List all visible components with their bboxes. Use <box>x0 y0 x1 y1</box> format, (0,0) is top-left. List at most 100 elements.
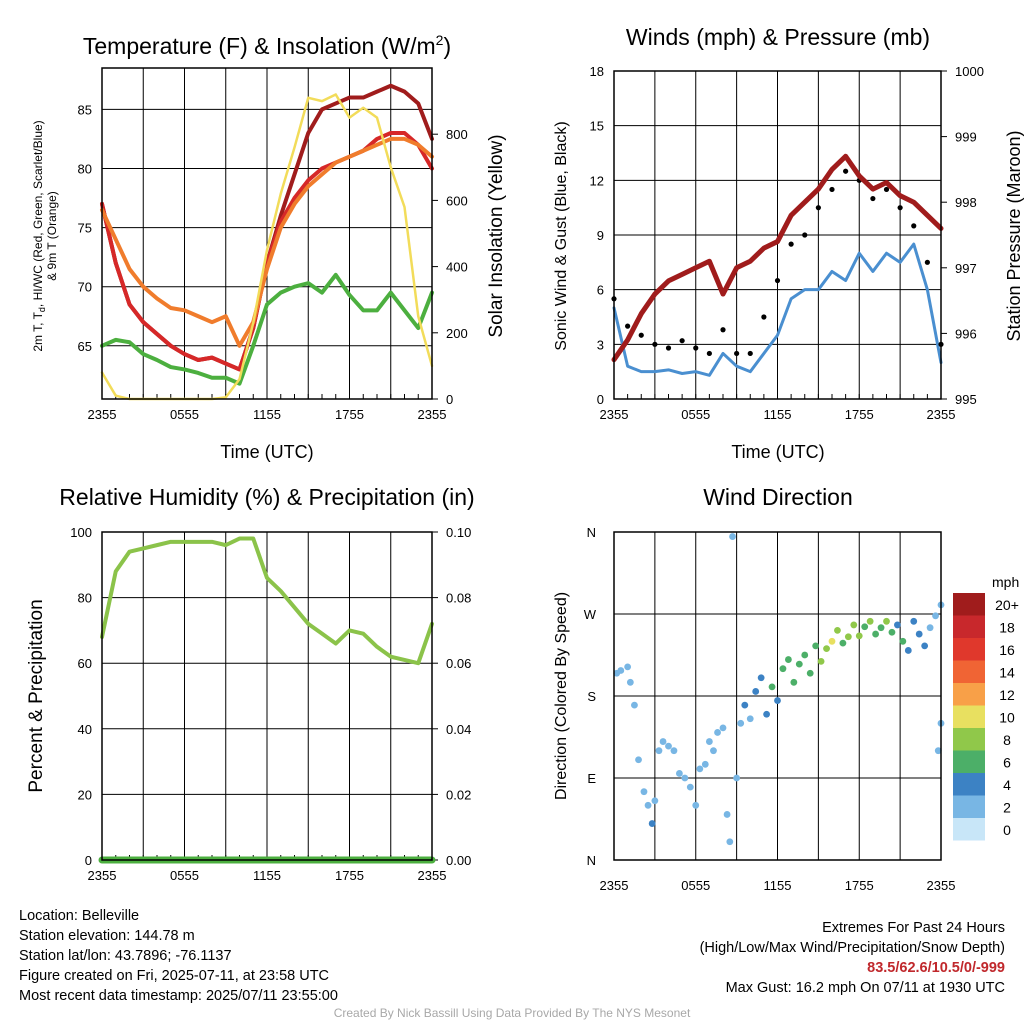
direction-point <box>839 639 847 647</box>
x-tick-label: 1155 <box>253 868 281 883</box>
gust-point <box>625 323 631 329</box>
x-tick-label: 2355 <box>927 878 956 893</box>
colorbar-label: 2 <box>1003 800 1011 816</box>
y-tick-label: 70 <box>78 280 92 295</box>
direction-point <box>729 533 736 540</box>
y2-tick-label: 0.04 <box>446 722 471 737</box>
gust-point <box>693 345 699 351</box>
direction-point <box>726 838 734 846</box>
station-info: Location: Belleville Station elevation: … <box>19 906 338 1006</box>
direction-point <box>926 624 934 632</box>
y-tick-label: 15 <box>590 119 604 134</box>
plot-frame <box>613 70 942 400</box>
colorbar-swatch <box>953 683 985 706</box>
direction-point <box>812 642 820 650</box>
direction-point <box>714 729 721 736</box>
y-tick-label: 0 <box>85 853 92 868</box>
direction-point <box>834 627 841 634</box>
y-tick-label: 75 <box>78 221 92 236</box>
direction-point <box>752 688 760 695</box>
direction-point <box>888 628 896 636</box>
colorbar-label: 14 <box>999 665 1015 681</box>
direction-point <box>817 657 825 665</box>
direction-point <box>665 742 672 750</box>
gust-point <box>638 332 644 338</box>
colorbar-swatch <box>953 818 985 841</box>
gust-point <box>870 195 876 202</box>
y2-tick-label: 999 <box>955 130 977 145</box>
gust-point <box>720 327 726 333</box>
direction-point <box>774 697 781 704</box>
humidity-panel-title: Relative Humidity (%) & Precipitation (i… <box>59 484 474 510</box>
y-tick-label: 80 <box>78 591 92 606</box>
colorbar-label: 18 <box>999 620 1015 636</box>
x-tick-label: 2355 <box>88 868 117 883</box>
x-tick-label: 1155 <box>253 407 281 422</box>
direction-point <box>686 783 694 791</box>
y2-tick-label: 0.06 <box>446 656 471 671</box>
direction-point <box>648 820 656 827</box>
gust-point <box>747 350 753 357</box>
direction-point <box>655 747 663 755</box>
recent-data-timestamp: Most recent data timestamp: 2025/07/11 2… <box>19 988 338 1004</box>
direction-point <box>624 663 632 671</box>
y2-tick-label: 400 <box>446 260 468 275</box>
y2-tick-label: 600 <box>446 193 468 208</box>
plot-frame <box>101 67 433 400</box>
y-tick-label: 80 <box>78 161 92 176</box>
direction-point <box>910 617 918 625</box>
gust-point <box>734 350 740 357</box>
y-tick-label: 3 <box>597 337 604 352</box>
direction-point <box>823 645 830 653</box>
gust-point <box>924 259 930 265</box>
x-tick-label: 0555 <box>170 407 199 422</box>
gust-point <box>788 241 794 247</box>
colorbar-swatch <box>953 795 985 818</box>
direction-point <box>701 760 709 768</box>
direction-point <box>746 715 754 723</box>
colorbar-label: 8 <box>1003 732 1011 748</box>
colorbar-swatch <box>953 660 985 683</box>
x-tick-label: 1755 <box>335 407 364 422</box>
y-tick-label: 100 <box>70 525 92 540</box>
direction-point <box>640 788 648 796</box>
gust-point <box>911 223 917 229</box>
gust-point <box>897 205 903 211</box>
direction-point <box>850 621 858 629</box>
colorbar-swatch <box>953 773 985 796</box>
x-tick-label: 1155 <box>764 878 792 893</box>
x-tick-label: 0555 <box>681 407 710 422</box>
direction-point <box>617 667 625 674</box>
gust-point <box>883 186 890 193</box>
direction-point <box>651 797 659 805</box>
direction-point <box>861 623 869 631</box>
direction-point <box>737 719 745 727</box>
direction-point <box>768 683 776 691</box>
temperature-x-axis-label: Time (UTC) <box>220 442 313 462</box>
direction-point <box>844 633 852 641</box>
direction-point <box>855 632 863 640</box>
y-tick-label: 6 <box>597 283 604 298</box>
station-elevation: Station elevation: 144.78 m <box>19 928 195 944</box>
colorbar-label: 6 <box>1003 755 1011 771</box>
direction-point <box>719 724 727 732</box>
y-tick-label: N <box>587 525 596 540</box>
station-location: Location: Belleville <box>19 908 140 924</box>
extremes-heading: Extremes For Past 24 Hours <box>822 920 1005 936</box>
direction-point <box>801 651 809 659</box>
direction-point <box>741 701 749 709</box>
x-tick-label: 1755 <box>845 407 874 422</box>
y2-tick-label: 997 <box>955 261 977 276</box>
y-tick-label: W <box>584 607 597 622</box>
series-line <box>612 242 943 377</box>
direction-point <box>904 647 912 654</box>
wind-direction-panel-title: Wind Direction <box>703 484 853 510</box>
station-latlon: Station lat/lon: 43.7896; -76.1137 <box>19 948 232 964</box>
x-tick-label: 1755 <box>335 868 364 883</box>
direction-point <box>676 770 683 777</box>
temperature-panel-title: Temperature (F) & Insolation (W/m2) <box>83 32 451 59</box>
x-tick-label: 0555 <box>681 878 710 893</box>
direction-point <box>696 765 704 773</box>
colorbar-label: 20+ <box>995 597 1019 613</box>
y-tick-label: 85 <box>78 102 92 117</box>
